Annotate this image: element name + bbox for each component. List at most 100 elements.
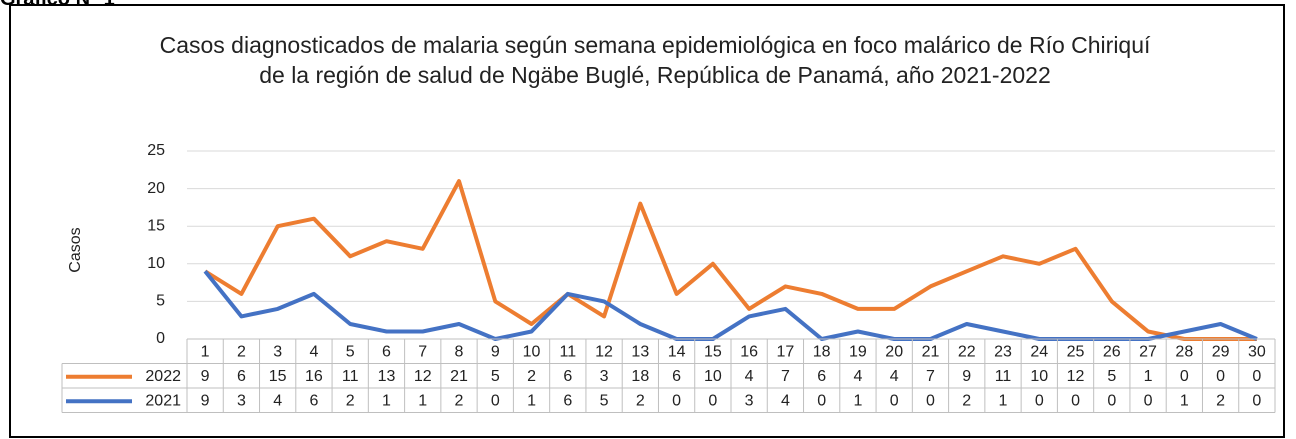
table-value: 5 xyxy=(1107,368,1116,385)
x-tick-label: 23 xyxy=(994,343,1012,360)
chart-title: Casos diagnosticados de malaria según se… xyxy=(159,32,1151,88)
table-value: 9 xyxy=(962,368,971,385)
x-tick-label: 18 xyxy=(813,343,831,360)
table-value: 0 xyxy=(1252,368,1261,385)
x-tick-label: 7 xyxy=(418,343,427,360)
table-value: 18 xyxy=(631,368,649,385)
table-value: 6 xyxy=(563,392,572,409)
table-value: 11 xyxy=(995,368,1012,385)
x-tick-label: 11 xyxy=(559,343,576,360)
table-value: 7 xyxy=(926,368,935,385)
table-value: 2 xyxy=(346,392,355,409)
table-value: 1 xyxy=(1144,368,1153,385)
legend-label: 2021 xyxy=(145,392,181,409)
x-tick-label: 6 xyxy=(382,343,391,360)
table-value: 0 xyxy=(1144,392,1153,409)
x-tick-label: 28 xyxy=(1175,343,1193,360)
x-tick-label: 4 xyxy=(309,343,318,360)
y-tick-label: 20 xyxy=(147,180,165,197)
x-tick-label: 13 xyxy=(631,343,649,360)
series-line xyxy=(204,179,1257,341)
table-value: 0 xyxy=(1035,392,1044,409)
table-value: 3 xyxy=(237,392,246,409)
table-value: 1 xyxy=(999,392,1008,409)
heading: Gráfico N° 1 xyxy=(0,0,115,11)
table-value: 0 xyxy=(1107,392,1116,409)
table-value: 7 xyxy=(781,368,790,385)
table-value: 1 xyxy=(418,392,427,409)
x-tick-label: 12 xyxy=(595,343,613,360)
table-value: 4 xyxy=(745,368,754,385)
table-value: 4 xyxy=(273,392,282,409)
table-value: 2 xyxy=(1216,392,1225,409)
table-value: 0 xyxy=(1071,392,1080,409)
x-tick-label: 24 xyxy=(1030,343,1048,360)
table-value: 4 xyxy=(781,392,790,409)
table-value: 0 xyxy=(491,392,500,409)
table-value: 10 xyxy=(1030,368,1048,385)
y-tick-label: 10 xyxy=(147,255,165,272)
x-tick-label: 10 xyxy=(523,343,541,360)
x-tick-label: 5 xyxy=(346,343,355,360)
legend-label: 2022 xyxy=(145,368,181,385)
table-value: 9 xyxy=(201,368,210,385)
x-tick-label: 16 xyxy=(740,343,758,360)
x-tick-label: 14 xyxy=(668,343,686,360)
table-value: 3 xyxy=(600,368,609,385)
table-value: 1 xyxy=(1180,392,1189,409)
x-tick-label: 9 xyxy=(491,343,500,360)
table-value: 15 xyxy=(269,368,287,385)
table-value: 1 xyxy=(853,392,862,409)
x-tick-label: 25 xyxy=(1067,343,1085,360)
table-value: 16 xyxy=(305,368,323,385)
x-tick-label: 26 xyxy=(1103,343,1121,360)
table-value: 2 xyxy=(527,368,536,385)
x-tick-label: 19 xyxy=(849,343,867,360)
x-tick-label: 1 xyxy=(201,343,210,360)
table-value: 1 xyxy=(527,392,536,409)
table-value: 1 xyxy=(382,392,391,409)
table-value: 0 xyxy=(1216,368,1225,385)
table-value: 0 xyxy=(890,392,899,409)
x-tick-label: 21 xyxy=(922,343,940,360)
table-value: 11 xyxy=(342,368,359,385)
x-tick-label: 3 xyxy=(273,343,282,360)
x-tick-label: 29 xyxy=(1212,343,1230,360)
y-axis-label: Casos xyxy=(67,227,84,272)
y-tick-label: 15 xyxy=(147,217,165,234)
table-value: 4 xyxy=(890,368,899,385)
table-value: 0 xyxy=(926,392,935,409)
table-value: 6 xyxy=(672,368,681,385)
x-tick-label: 30 xyxy=(1248,343,1266,360)
table-value: 0 xyxy=(817,392,826,409)
chart-frame xyxy=(9,4,1285,438)
x-tick-label: 8 xyxy=(455,343,464,360)
table-value: 2 xyxy=(962,392,971,409)
table-value: 0 xyxy=(672,392,681,409)
x-tick-label: 2 xyxy=(237,343,246,360)
table-value: 6 xyxy=(237,368,246,385)
x-tick-label: 20 xyxy=(885,343,903,360)
table-value: 2 xyxy=(455,392,464,409)
table-value: 5 xyxy=(491,368,500,385)
table-value: 0 xyxy=(1180,368,1189,385)
table-value: 10 xyxy=(704,368,722,385)
table-value: 0 xyxy=(1252,392,1261,409)
table-value: 21 xyxy=(450,368,468,385)
table-value: 6 xyxy=(309,392,318,409)
table-value: 5 xyxy=(600,392,609,409)
x-tick-label: 15 xyxy=(704,343,722,360)
y-tick-label: 5 xyxy=(156,293,165,310)
table-value: 12 xyxy=(1067,368,1085,385)
table-value: 0 xyxy=(708,392,717,409)
table-value: 2 xyxy=(636,392,645,409)
table-value: 3 xyxy=(745,392,754,409)
table-value: 6 xyxy=(563,368,572,385)
y-tick-label: 25 xyxy=(147,142,165,159)
table-value: 6 xyxy=(817,368,826,385)
x-tick-label: 22 xyxy=(958,343,976,360)
table-value: 12 xyxy=(414,368,432,385)
x-tick-label: 27 xyxy=(1139,343,1157,360)
